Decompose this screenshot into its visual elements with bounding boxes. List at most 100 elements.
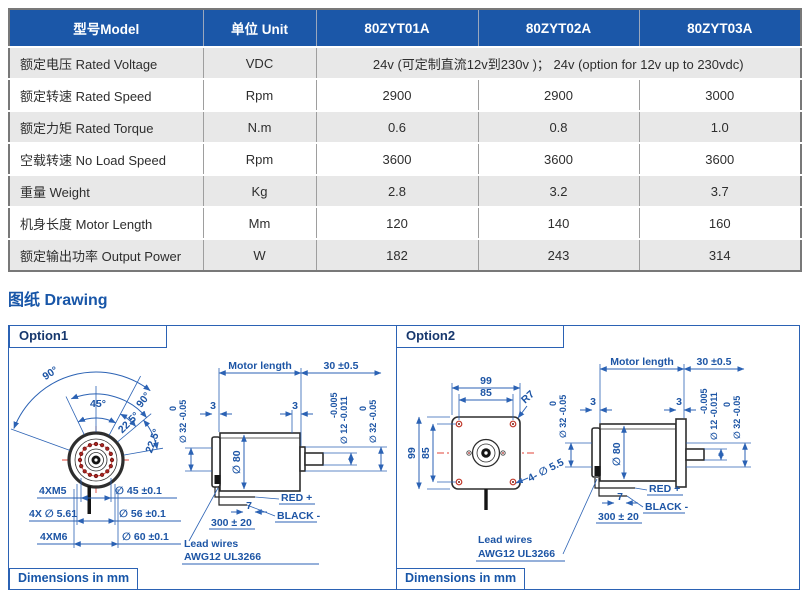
drawing-box: 90° 45° 90° 22.5° 22.5° 4XM5 xyxy=(8,325,800,590)
row-value: 182 xyxy=(315,238,478,271)
dia-12-label: ∅ 12 -0.011 -0.005 xyxy=(329,392,351,444)
row-value: 140 xyxy=(477,206,639,239)
option1-bolt-dims: 4XM5 ∅ 45 ±0.1 4X ∅ 5.61 ∅ 56 ±0.1 4XM6 … xyxy=(29,478,181,548)
row-value: 120 xyxy=(315,206,478,239)
row-value: 3000 xyxy=(638,78,801,111)
dia-32-right-label: ∅ 32 -0.05 0 xyxy=(358,395,380,443)
row-value: 3600 xyxy=(638,142,801,175)
row-no-load-speed: 空载转速 No Load Speed Rpm 3600 3600 3600 xyxy=(8,142,801,175)
row-value: 2.8 xyxy=(315,174,478,207)
option2-side-view xyxy=(591,418,705,497)
row-unit: Kg xyxy=(202,174,316,207)
row-unit: VDC xyxy=(202,46,316,79)
option2-front-view xyxy=(437,416,535,510)
row-value: 2900 xyxy=(315,78,478,111)
row-value-span: 24v (可定制直流12v到230v )； 24v (option for 12… xyxy=(315,46,801,79)
dia-32-left-label: ∅ 32 -0.05 0 xyxy=(168,395,190,443)
holes-4x55-label: 4- ∅ 5.5 xyxy=(526,456,566,484)
row-unit: W xyxy=(202,238,316,271)
angle-90-label: 90° xyxy=(40,364,60,383)
bolt-holes xyxy=(77,441,115,479)
row-unit: N.m xyxy=(202,110,316,143)
header-80zyt03a: 80ZYT03A xyxy=(638,9,801,47)
motor-length-label: Motor length xyxy=(610,356,674,368)
dim-7-label: 7 xyxy=(246,500,252,512)
angle-90b-label: 90° xyxy=(134,390,153,410)
dimensions-note-option2: Dimensions in mm xyxy=(396,568,526,589)
dim-300-label: 300 ± 20 xyxy=(211,517,252,529)
dim-85-left: 85 xyxy=(420,447,432,459)
spec-table: 型号Model 单位 Unit 80ZYT01A 80ZYT02A 80ZYT0… xyxy=(8,8,802,272)
row-label: 机身长度 Motor Length xyxy=(8,206,203,239)
row-label: 额定电压 Rated Voltage xyxy=(8,46,203,79)
row-unit: Rpm xyxy=(202,78,316,111)
dim-99-top: 99 xyxy=(480,375,492,387)
dim-3-left: 3 xyxy=(210,400,216,412)
option1-front-view xyxy=(62,426,130,514)
front-key xyxy=(484,489,488,510)
dim-3-left: 3 xyxy=(590,396,596,408)
black-wire-label: BLACK - xyxy=(277,510,321,522)
dim-85-top: 85 xyxy=(480,387,492,399)
row-rated-voltage: 额定电压 Rated Voltage VDC 24v (可定制直流12v到230… xyxy=(8,46,801,79)
row-weight: 重量 Weight Kg 2.8 3.2 3.7 xyxy=(8,174,801,207)
row-value: 3600 xyxy=(315,142,478,175)
option2-wire-labels: RED + BLACK - 7 300 ± 20 Lead wires AWG1… xyxy=(476,478,689,562)
option1-side-view xyxy=(211,432,324,506)
drawing-heading: 图纸 Drawing xyxy=(8,292,108,309)
bolt-m5-label: 4XM5 xyxy=(39,485,67,497)
row-value: 243 xyxy=(477,238,639,271)
red-wire-label: RED + xyxy=(281,492,312,504)
red-wire-label: RED + xyxy=(649,483,680,495)
row-value: 0.8 xyxy=(477,110,639,143)
bolt-d561-label: 4X ∅ 5.61 xyxy=(29,508,77,520)
dia-80-label: ∅ 80 xyxy=(611,442,623,466)
header-80zyt01a: 80ZYT01A xyxy=(315,9,478,47)
option1-tab: Option1 xyxy=(9,326,167,348)
option2-tab: Option2 xyxy=(396,326,564,348)
panel-divider xyxy=(396,326,397,588)
row-unit: Mm xyxy=(202,206,316,239)
row-label: 空载转速 No Load Speed xyxy=(8,142,203,175)
bolt-m6-label: 4XM6 xyxy=(40,531,68,543)
dia-80-label: ∅ 80 xyxy=(231,450,243,474)
dim-30-label: 30 ±0.5 xyxy=(324,360,359,372)
dia-32-left-label: ∅ 32 -0.05 0 xyxy=(548,390,570,438)
bolt-d60-label: ∅ 60 ±0.1 xyxy=(122,531,169,543)
row-rated-torque: 额定力矩 Rated Torque N.m 0.6 0.8 1.0 xyxy=(8,110,801,143)
row-rated-speed: 额定转速 Rated Speed Rpm 2900 2900 3000 xyxy=(8,78,801,111)
angle-225b-label: 22.5° xyxy=(143,427,163,454)
dim-3-right: 3 xyxy=(292,400,298,412)
row-value: 314 xyxy=(638,238,801,271)
row-value: 3.7 xyxy=(638,174,801,207)
row-label: 额定转速 Rated Speed xyxy=(8,78,203,111)
radius-r7-label: R7 xyxy=(519,388,537,406)
header-unit: 单位 Unit xyxy=(202,9,316,47)
dim-99-left: 99 xyxy=(406,447,418,459)
row-output-power: 额定输出功率 Output Power W 182 243 314 xyxy=(8,238,801,271)
lead-wires-spec: AWG12 UL3266 xyxy=(478,548,555,560)
dim-300-label: 300 ± 20 xyxy=(598,511,639,523)
lead-wires-label: Lead wires xyxy=(184,538,238,550)
header-80zyt02a: 80ZYT02A xyxy=(477,9,639,47)
row-value: 2900 xyxy=(477,78,639,111)
dia-32-right-label: ∅ 32 -0.05 0 xyxy=(722,391,744,439)
dim-30-label: 30 ±0.5 xyxy=(697,356,732,368)
header-model: 型号Model xyxy=(8,9,203,47)
bolt-d56-label: ∅ 56 ±0.1 xyxy=(119,508,166,520)
row-label: 额定输出功率 Output Power xyxy=(8,238,203,271)
lead-wires-spec: AWG12 UL3266 xyxy=(184,551,261,563)
row-unit: Rpm xyxy=(202,142,316,175)
option1-drawing: 90° 45° 90° 22.5° 22.5° 4XM5 xyxy=(10,360,387,565)
row-motor-length: 机身长度 Motor Length Mm 120 140 160 xyxy=(8,206,801,239)
option2-side-dims: Motor length 30 ±0.5 3 3 ∅ 80 ∅ 32 -0.05… xyxy=(548,356,751,480)
row-value: 1.0 xyxy=(638,110,801,143)
angle-45-label: 45° xyxy=(90,398,106,410)
row-value: 0.6 xyxy=(315,110,478,143)
dia-12-label: ∅ 12 -0.011 -0.005 xyxy=(699,388,721,440)
row-label: 重量 Weight xyxy=(8,174,203,207)
dim-7-label: 7 xyxy=(617,491,623,503)
black-wire-label: BLACK - xyxy=(645,501,689,513)
dimensions-note-option1: Dimensions in mm xyxy=(9,568,139,589)
